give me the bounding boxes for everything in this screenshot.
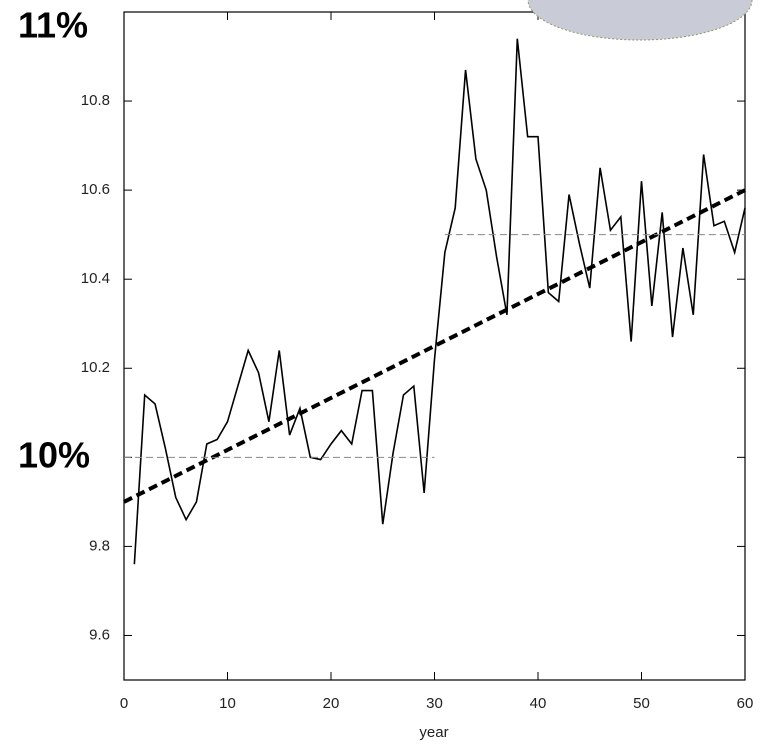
y-tick-label: 10.6: [81, 181, 110, 198]
x-tick-label: 20: [323, 695, 340, 712]
x-tick-label: 50: [633, 695, 650, 712]
y-tick-label: 10.8: [81, 92, 110, 109]
x-tick-label: 60: [737, 695, 754, 712]
x-tick-label: 10: [219, 695, 236, 712]
data-line: [133, 38, 746, 565]
annotation: 10%: [18, 435, 90, 476]
y-tick-label: 10.4: [81, 270, 110, 287]
x-tick-label: 30: [426, 695, 443, 712]
y-tick-label: 9.8: [89, 537, 110, 554]
x-axis-label: year: [419, 724, 448, 741]
label-box: [0, 0, 122, 58]
globe-image: [527, 0, 753, 41]
y-tick-label: 9.6: [89, 626, 110, 643]
label-box: [0, 420, 122, 492]
reference-line: [123, 188, 746, 504]
plot-frame: [123, 11, 746, 681]
x-tick-label: 40: [530, 695, 547, 712]
y-tick-label: 10.2: [81, 359, 110, 376]
annotation: 11%: [18, 5, 88, 46]
x-tick-label: 0: [120, 695, 128, 712]
